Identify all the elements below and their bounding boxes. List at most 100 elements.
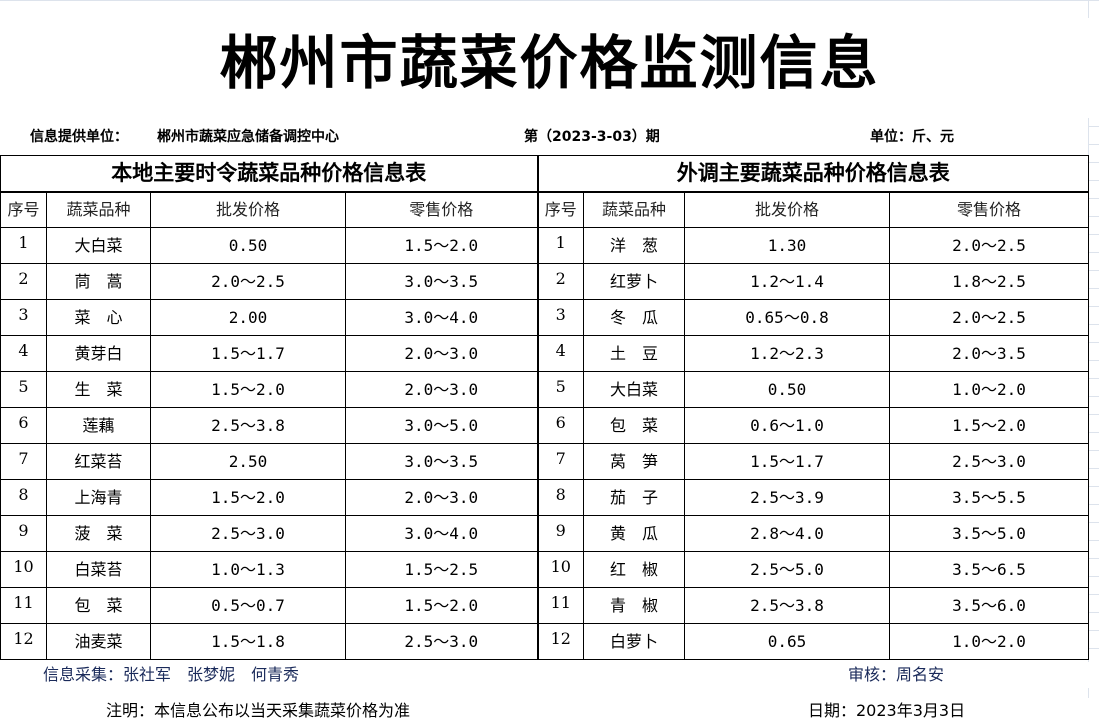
external-index-cell: 12: [536, 623, 584, 660]
period: 第（2023-3-03）期: [524, 129, 660, 145]
table-row: 8 上海青 1.5～2.0 2.0～3.0 8 茄 子 2.5～3.9 3.5～5.5: [0, 479, 1089, 516]
local-wholesale-cell: 2.5～3.0: [150, 515, 346, 552]
external-retail-cell: 1.5～2.0: [889, 407, 1089, 444]
external-variety-cell: 莴 笋: [583, 443, 685, 480]
external-wholesale-cell: 1.2～1.4: [684, 263, 890, 300]
footer-note: 注明：本信息公布以当天采集蔬菜价格为准 日期：2023年3月3日: [0, 698, 1099, 728]
external-retail-cell: 2.0～3.5: [889, 335, 1089, 372]
external-wholesale-cell: 2.5～3.8: [684, 587, 890, 624]
external-variety-cell: 洋 葱: [583, 227, 685, 264]
external-variety-cell: 包 菜: [583, 407, 685, 444]
local-variety-cell: 菠 菜: [46, 515, 151, 552]
local-index-cell: 8: [0, 479, 47, 516]
header-index: 序号: [0, 191, 47, 228]
header-retail: 零售价格: [889, 191, 1089, 228]
external-wholesale-cell: 2.8～4.0: [684, 515, 890, 552]
local-retail-cell: 2.5～3.0: [345, 623, 538, 660]
local-index-cell: 3: [0, 299, 47, 336]
local-variety-cell: 茼 蒿: [46, 263, 151, 300]
external-index-cell: 10: [536, 551, 584, 588]
provider-label: 信息提供单位：: [30, 129, 128, 145]
table-row: 7 红菜苔 2.50 3.0～3.5 7 莴 笋 1.5～1.7 2.5～3.0: [0, 443, 1089, 480]
local-index-cell: 11: [0, 587, 47, 624]
local-variety-cell: 油麦菜: [46, 623, 151, 660]
local-wholesale-cell: 2.0～2.5: [150, 263, 346, 300]
local-wholesale-cell: 0.50: [150, 227, 346, 264]
local-variety-cell: 黄芽白: [46, 335, 151, 372]
local-table-title: 本地主要时令蔬菜品种价格信息表: [0, 155, 538, 193]
local-index-cell: 4: [0, 335, 47, 372]
external-variety-cell: 大白菜: [583, 371, 685, 408]
external-variety-cell: 红萝卜: [583, 263, 685, 300]
external-variety-cell: 白萝卜: [583, 623, 685, 660]
external-retail-cell: 3.5～6.5: [889, 551, 1089, 588]
external-wholesale-cell: 0.65: [684, 623, 890, 660]
local-variety-cell: 红菜苔: [46, 443, 151, 480]
header-index: 序号: [536, 191, 584, 228]
external-variety-cell: 茄 子: [583, 479, 685, 516]
local-wholesale-cell: 0.5～0.7: [150, 587, 346, 624]
external-index-cell: 2: [536, 263, 584, 300]
local-retail-cell: 3.0～5.0: [345, 407, 538, 444]
table-row: 10 白菜苔 1.0～1.3 1.5～2.5 10 红 椒 2.5～5.0 3.5～6.5: [0, 551, 1089, 588]
external-index-cell: 6: [536, 407, 584, 444]
local-index-cell: 2: [0, 263, 47, 300]
table-row: 1 大白菜 0.50 1.5～2.0 1 洋 葱 1.30 2.0～2.5: [0, 227, 1089, 264]
external-retail-cell: 3.5～5.0: [889, 515, 1089, 552]
external-wholesale-cell: 0.6～1.0: [684, 407, 890, 444]
local-retail-cell: 3.0～4.0: [345, 299, 538, 336]
local-retail-cell: 3.0～3.5: [345, 263, 538, 300]
local-retail-cell: 2.0～3.0: [345, 371, 538, 408]
external-index-cell: 3: [536, 299, 584, 336]
external-wholesale-cell: 0.50: [684, 371, 890, 408]
local-wholesale-cell: 1.5～2.0: [150, 479, 346, 516]
local-index-cell: 1: [0, 227, 47, 264]
local-retail-cell: 1.5～2.5: [345, 551, 538, 588]
local-index-cell: 12: [0, 623, 47, 660]
local-wholesale-cell: 2.50: [150, 443, 346, 480]
external-variety-cell: 土 豆: [583, 335, 685, 372]
external-wholesale-cell: 1.5～1.7: [684, 443, 890, 480]
local-index-cell: 6: [0, 407, 47, 444]
external-retail-cell: 3.5～5.5: [889, 479, 1089, 516]
external-wholesale-cell: 1.30: [684, 227, 890, 264]
provider-name: 郴州市蔬菜应急储备调控中心: [157, 129, 339, 145]
external-index-cell: 1: [536, 227, 584, 264]
external-wholesale-cell: 1.2～2.3: [684, 335, 890, 372]
external-retail-cell: 2.5～3.0: [889, 443, 1089, 480]
unit: 单位：斤、元: [870, 129, 954, 145]
date: 日期：2023年3月3日: [808, 701, 966, 720]
external-index-cell: 11: [536, 587, 584, 624]
local-retail-cell: 1.5～2.0: [345, 227, 538, 264]
local-retail-cell: 2.0～3.0: [345, 479, 538, 516]
external-retail-cell: 2.0～2.5: [889, 227, 1089, 264]
external-wholesale-cell: 2.5～5.0: [684, 551, 890, 588]
local-index-cell: 10: [0, 551, 47, 588]
local-wholesale-cell: 1.5～1.7: [150, 335, 346, 372]
local-index-cell: 9: [0, 515, 47, 552]
external-wholesale-cell: 0.65～0.8: [684, 299, 890, 336]
local-wholesale-cell: 2.00: [150, 299, 346, 336]
local-retail-cell: 3.0～3.5: [345, 443, 538, 480]
external-index-cell: 7: [536, 443, 584, 480]
header-variety: 蔬菜品种: [583, 191, 685, 228]
local-wholesale-cell: 1.0～1.3: [150, 551, 346, 588]
local-variety-cell: 莲藕: [46, 407, 151, 444]
external-retail-cell: 3.5～6.0: [889, 587, 1089, 624]
local-index-cell: 7: [0, 443, 47, 480]
local-wholesale-cell: 2.5～3.8: [150, 407, 346, 444]
external-index-cell: 8: [536, 479, 584, 516]
header-wholesale: 批发价格: [684, 191, 890, 228]
local-retail-cell: 3.0～4.0: [345, 515, 538, 552]
local-variety-cell: 白菜苔: [46, 551, 151, 588]
note: 注明：本信息公布以当天采集蔬菜价格为准: [106, 701, 411, 720]
table-row: 11 包 菜 0.5～0.7 1.5～2.0 11 青 椒 2.5～3.8 3.5～6.0: [0, 587, 1089, 624]
header-retail: 零售价格: [345, 191, 538, 228]
external-variety-cell: 青 椒: [583, 587, 685, 624]
table-row: 4 黄芽白 1.5～1.7 2.0～3.0 4 土 豆 1.2～2.3 2.0～3.5: [0, 335, 1089, 372]
external-retail-cell: 2.0～2.5: [889, 299, 1089, 336]
local-retail-cell: 2.0～3.0: [345, 335, 538, 372]
local-variety-cell: 大白菜: [46, 227, 151, 264]
